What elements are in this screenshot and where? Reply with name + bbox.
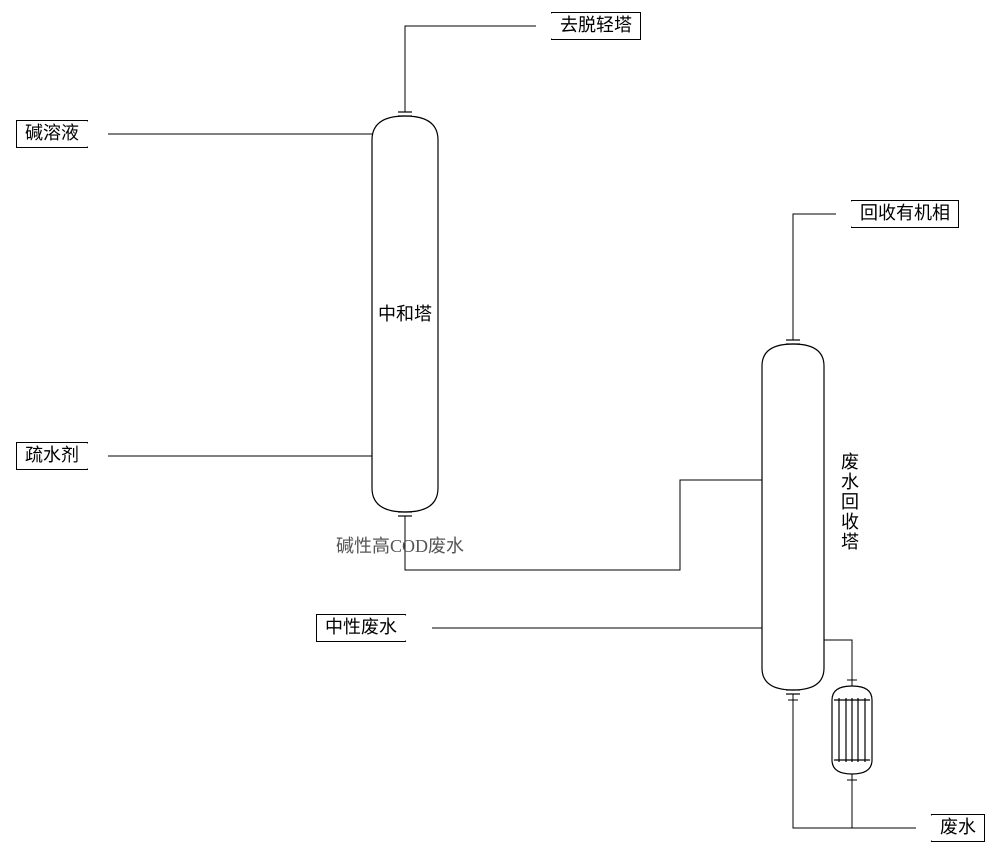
tag-neutral-ww-label: 中性废水	[325, 617, 397, 637]
tag-alkali: 碱溶液	[16, 120, 103, 148]
reboiler	[832, 686, 872, 774]
tag-hydrophobic-label: 疏水剂	[25, 445, 79, 465]
text-acidic-hicod: 碱性高COD废水	[336, 532, 464, 558]
diagram-canvas	[0, 0, 1000, 864]
tag-recover-organic-label: 回收有机相	[860, 203, 950, 223]
tag-ww-out: 废水	[916, 814, 985, 842]
tag-hydrophobic: 疏水剂	[16, 442, 103, 470]
tower-wastewater-recovery	[762, 340, 824, 694]
tag-to-stripper: 去脱轻塔	[536, 12, 641, 40]
tag-alkali-label: 碱溶液	[25, 123, 79, 143]
tower-neutralization	[372, 112, 438, 516]
tag-neutral-ww: 中性废水	[316, 614, 421, 642]
tag-recover-organic: 回收有机相	[836, 200, 959, 228]
tag-to-stripper-label: 去脱轻塔	[560, 15, 632, 35]
tag-ww-out-label: 废水	[940, 817, 976, 837]
